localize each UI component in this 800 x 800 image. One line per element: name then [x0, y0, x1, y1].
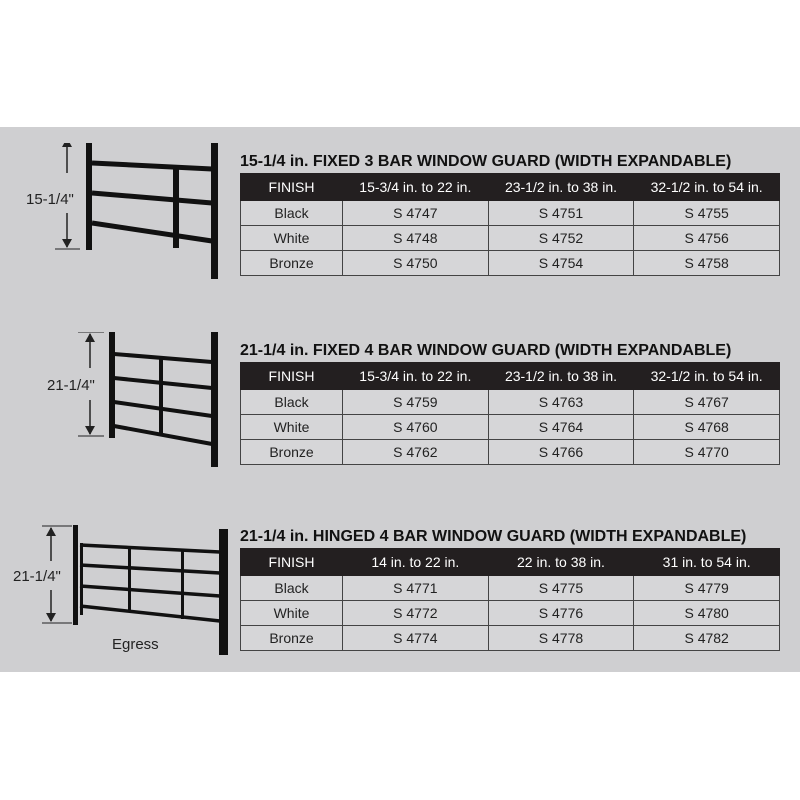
part-number-cell: S 4748: [342, 225, 489, 251]
part-number-cell: S 4747: [342, 200, 489, 226]
height-dimension-label: 21-1/4": [13, 568, 61, 585]
part-number-cell: S 4767: [633, 389, 780, 415]
part-number-cell: S 4770: [633, 439, 780, 465]
finish-cell: Black: [240, 200, 343, 226]
column-header: FINISH: [240, 173, 343, 201]
part-number-cell: S 4775: [487, 575, 635, 601]
part-number-cell: S 4762: [342, 439, 489, 465]
guard-illustration: [42, 525, 228, 655]
column-header: 15-3/4 in. to 22 in.: [342, 173, 489, 201]
part-number-cell: S 4776: [487, 600, 635, 626]
column-header: 32-1/2 in. to 54 in.: [633, 362, 780, 390]
guard-section: 21-1/4 in. FIXED 4 BAR WINDOW GUARD (WID…: [0, 332, 800, 502]
guard-section: 15-1/4 in. FIXED 3 BAR WINDOW GUARD (WID…: [0, 143, 800, 313]
part-number-cell: S 4782: [633, 625, 780, 651]
column-header: 23-1/2 in. to 38 in.: [487, 173, 635, 201]
table-header-row: FINISH 15-3/4 in. to 22 in. 23-1/2 in. to …: [240, 362, 780, 390]
finish-cell: Bronze: [240, 625, 343, 651]
column-header: FINISH: [240, 548, 343, 576]
table-header-row: FINISH 15-3/4 in. to 22 in. 23-1/2 in. to …: [240, 173, 780, 201]
guard-illustration: [55, 143, 218, 279]
table-header-row: FINISH 14 in. to 22 in. 22 in. to 38 in. 31…: [240, 548, 780, 576]
egress-caption: Egress: [112, 636, 159, 653]
table-row: White S 4760 S 4764 S 4768: [240, 414, 780, 440]
part-number-cell: S 4771: [342, 575, 489, 601]
guard-illustration: [78, 332, 218, 467]
part-number-cell: S 4778: [487, 625, 635, 651]
guard-title: 21-1/4 in. HINGED 4 BAR WINDOW GUARD (WI…: [240, 528, 747, 545]
part-number-cell: S 4768: [633, 414, 780, 440]
part-number-cell: S 4760: [342, 414, 489, 440]
column-header: 14 in. to 22 in.: [342, 548, 489, 576]
finish-cell: White: [240, 600, 343, 626]
column-header: 32-1/2 in. to 54 in.: [633, 173, 780, 201]
part-number-cell: S 4779: [633, 575, 780, 601]
table-row: Black S 4747 S 4751 S 4755: [240, 200, 780, 226]
guard-section: 21-1/4 in. HINGED 4 BAR WINDOW GUARD (WI…: [0, 525, 800, 688]
part-number-cell: S 4766: [487, 439, 635, 465]
finish-cell: Bronze: [240, 439, 343, 465]
table-row: Bronze S 4762 S 4766 S 4770: [240, 439, 780, 465]
guard-title: 21-1/4 in. FIXED 4 BAR WINDOW GUARD (WID…: [240, 342, 732, 359]
height-dimension-label: 21-1/4": [47, 377, 95, 394]
part-number-table: FINISH 15-3/4 in. to 22 in. 23-1/2 in. to …: [240, 173, 780, 276]
guard-title: 15-1/4 in. FIXED 3 BAR WINDOW GUARD (WID…: [240, 153, 732, 170]
part-number-cell: S 4772: [342, 600, 489, 626]
table-row: White S 4748 S 4752 S 4756: [240, 225, 780, 251]
part-number-cell: S 4754: [487, 250, 635, 276]
column-header: 15-3/4 in. to 22 in.: [342, 362, 489, 390]
finish-cell: Black: [240, 389, 343, 415]
part-number-table: FINISH 14 in. to 22 in. 22 in. to 38 in. 31…: [240, 548, 780, 651]
table-row: Bronze S 4774 S 4778 S 4782: [240, 625, 780, 651]
finish-cell: Black: [240, 575, 343, 601]
table-row: White S 4772 S 4776 S 4780: [240, 600, 780, 626]
finish-cell: Bronze: [240, 250, 343, 276]
part-number-cell: S 4752: [487, 225, 635, 251]
finish-cell: White: [240, 225, 343, 251]
part-number-cell: S 4763: [487, 389, 635, 415]
column-header: 22 in. to 38 in.: [487, 548, 635, 576]
part-number-cell: S 4751: [487, 200, 635, 226]
column-header: 31 in. to 54 in.: [633, 548, 780, 576]
table-row: Black S 4759 S 4763 S 4767: [240, 389, 780, 415]
part-number-cell: S 4780: [633, 600, 780, 626]
part-number-cell: S 4774: [342, 625, 489, 651]
height-dimension-label: 15-1/4": [26, 191, 74, 208]
column-header: FINISH: [240, 362, 343, 390]
table-row: Black S 4771 S 4775 S 4779: [240, 575, 780, 601]
part-number-cell: S 4764: [487, 414, 635, 440]
column-header: 23-1/2 in. to 38 in.: [487, 362, 635, 390]
part-number-cell: S 4750: [342, 250, 489, 276]
part-number-cell: S 4759: [342, 389, 489, 415]
part-number-table: FINISH 15-3/4 in. to 22 in. 23-1/2 in. to …: [240, 362, 780, 465]
table-row: Bronze S 4750 S 4754 S 4758: [240, 250, 780, 276]
part-number-cell: S 4758: [633, 250, 780, 276]
part-number-cell: S 4756: [633, 225, 780, 251]
finish-cell: White: [240, 414, 343, 440]
part-number-cell: S 4755: [633, 200, 780, 226]
